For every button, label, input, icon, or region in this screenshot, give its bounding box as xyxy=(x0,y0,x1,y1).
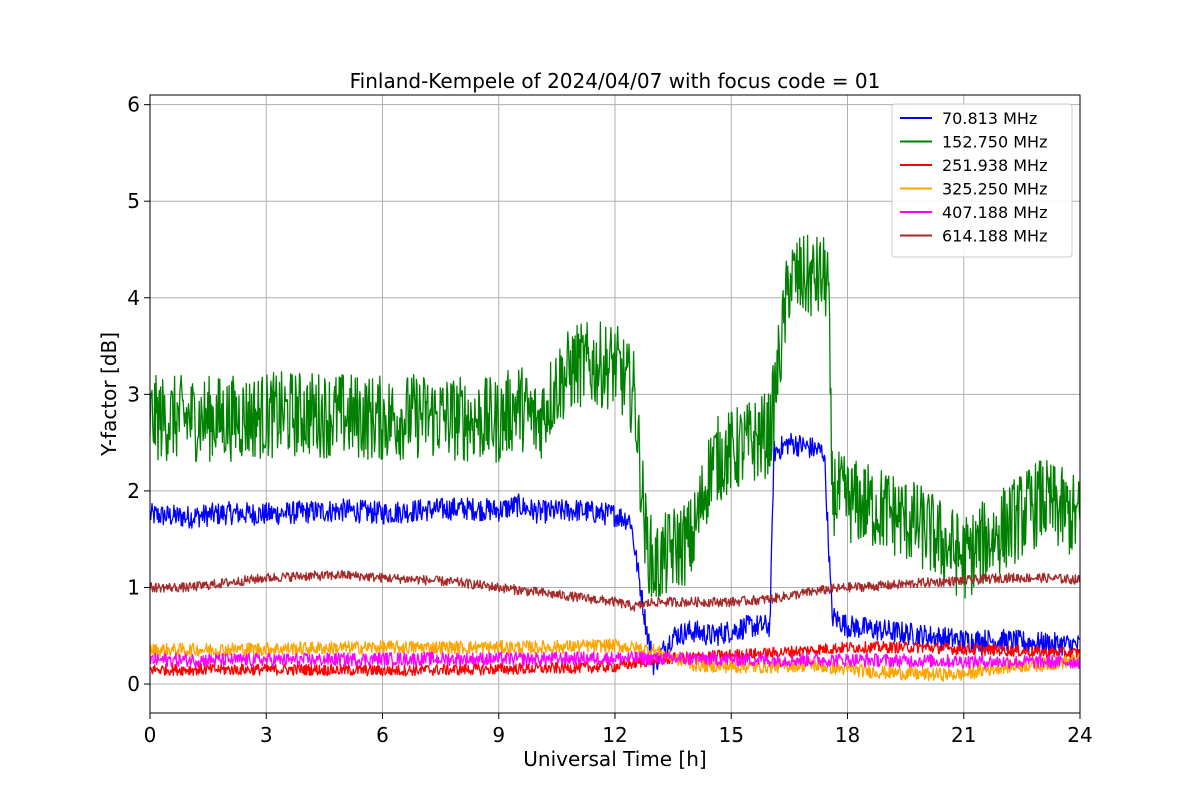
x-tick-label: 18 xyxy=(835,723,860,747)
y-tick-label: 3 xyxy=(127,382,140,406)
y-tick-label: 5 xyxy=(127,189,140,213)
x-tick-label: 24 xyxy=(1067,723,1092,747)
legend-label: 407.188 MHz xyxy=(942,203,1047,222)
y-tick-label: 1 xyxy=(127,575,140,599)
series-line-2 xyxy=(150,234,1080,599)
series-line-4 xyxy=(150,638,1080,682)
series-line-1 xyxy=(150,432,1080,676)
legend-label: 70.813 MHz xyxy=(942,109,1037,128)
x-tick-label: 21 xyxy=(951,723,976,747)
y-tick-label: 0 xyxy=(127,672,140,696)
legend-label: 325.250 MHz xyxy=(942,180,1047,199)
legend-box xyxy=(891,103,1073,258)
x-tick-label: 15 xyxy=(719,723,744,747)
x-axis: 0 3 6 9 12 15 18 21 24 xyxy=(144,713,1093,747)
x-tick-label: 12 xyxy=(602,723,627,747)
x-tick-label: 9 xyxy=(492,723,505,747)
legend-label: 152.750 MHz xyxy=(942,133,1047,152)
series-line-5 xyxy=(150,650,1080,669)
y-axis-title: Y-factor [dB] xyxy=(97,332,121,457)
x-tick-label: 3 xyxy=(260,723,273,747)
x-tick-label: 0 xyxy=(144,723,157,747)
x-tick-label: 6 xyxy=(376,723,389,747)
series-line-3 xyxy=(150,640,1080,677)
chart-title: Finland-Kempele of 2024/04/07 with focus… xyxy=(350,69,881,93)
legend-label: 614.188 MHz xyxy=(942,227,1047,246)
y-tick-label: 4 xyxy=(127,286,140,310)
y-tick-label: 6 xyxy=(127,93,140,117)
x-axis-title: Universal Time [h] xyxy=(523,747,706,771)
legend-label: 251.938 MHz xyxy=(942,156,1047,175)
legend: 70.813 MHz 152.750 MHz 251.938 MHz 325.250 … xyxy=(891,103,1073,258)
plot-area xyxy=(150,234,1080,682)
series-line-6 xyxy=(150,569,1080,612)
y-tick-label: 2 xyxy=(127,479,140,503)
y-axis: 0 1 2 3 4 5 6 xyxy=(127,93,150,696)
